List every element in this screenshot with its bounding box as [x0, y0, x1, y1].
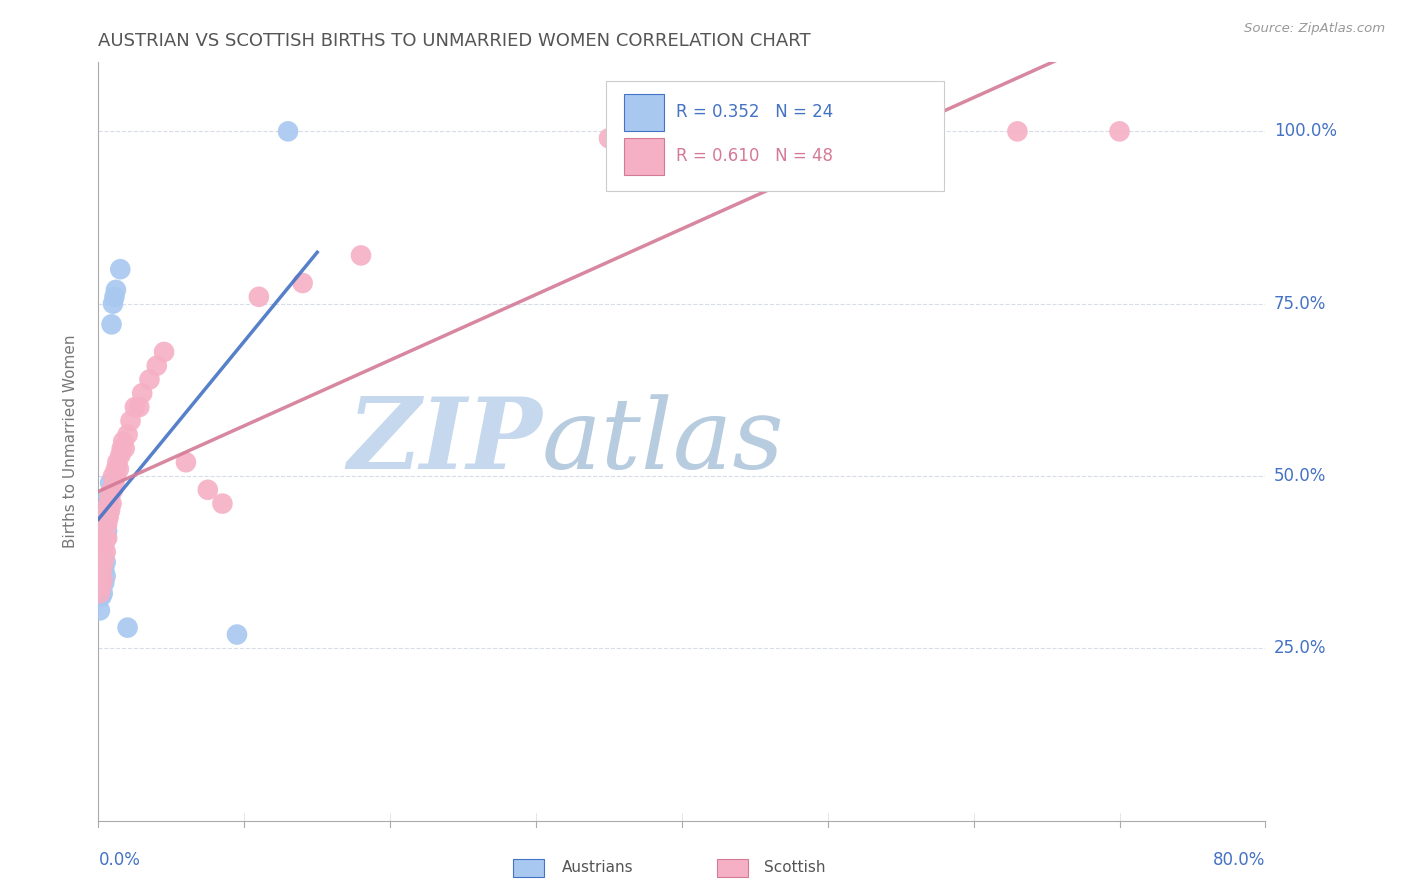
- Point: [128, 400, 150, 414]
- Point: [100, 483, 122, 497]
- FancyBboxPatch shape: [606, 81, 945, 191]
- Point: [90, 566, 112, 580]
- Y-axis label: Births to Unmarried Women: Births to Unmarried Women: [63, 334, 77, 549]
- Point: [124, 400, 146, 414]
- Point: [101, 296, 124, 310]
- Point: [91, 573, 114, 587]
- Point: [96, 531, 118, 545]
- Point: [90, 590, 112, 604]
- Point: [89, 603, 111, 617]
- Point: [1108, 124, 1130, 138]
- Point: [110, 448, 132, 462]
- Point: [94, 569, 117, 583]
- Point: [1007, 124, 1029, 138]
- Text: 80.0%: 80.0%: [1213, 851, 1265, 869]
- Point: [96, 517, 118, 532]
- FancyBboxPatch shape: [624, 95, 665, 130]
- Point: [91, 545, 114, 559]
- Point: [197, 483, 219, 497]
- Text: 50.0%: 50.0%: [1274, 467, 1326, 485]
- Point: [117, 621, 139, 635]
- Point: [94, 531, 117, 545]
- Point: [108, 462, 131, 476]
- Text: Scottish: Scottish: [763, 860, 825, 874]
- Point: [138, 372, 160, 386]
- Point: [96, 510, 118, 524]
- Point: [97, 510, 120, 524]
- Text: 75.0%: 75.0%: [1274, 294, 1326, 313]
- FancyBboxPatch shape: [624, 138, 665, 175]
- Point: [94, 517, 117, 532]
- Point: [89, 586, 111, 600]
- Text: 25.0%: 25.0%: [1274, 640, 1326, 657]
- Point: [97, 497, 120, 511]
- Point: [131, 386, 153, 401]
- Point: [90, 579, 112, 593]
- Point: [101, 483, 124, 497]
- Point: [104, 283, 127, 297]
- Point: [111, 442, 134, 456]
- Point: [105, 455, 128, 469]
- Point: [120, 414, 142, 428]
- Point: [350, 248, 373, 262]
- Point: [91, 586, 114, 600]
- Point: [117, 427, 139, 442]
- Point: [91, 573, 114, 587]
- Text: R = 0.610   N = 48: R = 0.610 N = 48: [676, 147, 834, 165]
- Point: [598, 131, 620, 145]
- Point: [101, 469, 124, 483]
- Point: [93, 562, 115, 576]
- Point: [103, 475, 125, 490]
- Point: [103, 290, 125, 304]
- Point: [100, 318, 122, 332]
- Point: [96, 503, 118, 517]
- Point: [291, 276, 314, 290]
- Point: [93, 538, 115, 552]
- Text: 0.0%: 0.0%: [98, 851, 141, 869]
- Point: [98, 503, 121, 517]
- Point: [91, 558, 114, 573]
- Point: [146, 359, 169, 373]
- Point: [174, 455, 197, 469]
- Point: [98, 475, 121, 490]
- Point: [112, 434, 135, 449]
- Point: [91, 558, 114, 573]
- Point: [90, 579, 112, 593]
- Point: [90, 566, 112, 580]
- Point: [211, 497, 233, 511]
- Point: [277, 124, 299, 138]
- Point: [114, 442, 136, 456]
- Point: [100, 497, 122, 511]
- Point: [104, 469, 127, 483]
- Point: [110, 262, 132, 277]
- Point: [97, 490, 120, 504]
- Point: [93, 575, 115, 590]
- Text: R = 0.352   N = 24: R = 0.352 N = 24: [676, 103, 834, 121]
- Text: AUSTRIAN VS SCOTTISH BIRTHS TO UNMARRIED WOMEN CORRELATION CHART: AUSTRIAN VS SCOTTISH BIRTHS TO UNMARRIED…: [98, 32, 811, 50]
- Point: [96, 524, 118, 538]
- Point: [247, 290, 270, 304]
- Point: [98, 490, 121, 504]
- Point: [104, 462, 127, 476]
- Point: [94, 555, 117, 569]
- Text: atlas: atlas: [541, 394, 785, 489]
- Text: 100.0%: 100.0%: [1274, 122, 1337, 140]
- Point: [94, 545, 117, 559]
- Text: Austrians: Austrians: [562, 860, 633, 874]
- Text: Source: ZipAtlas.com: Source: ZipAtlas.com: [1244, 22, 1385, 36]
- Point: [153, 345, 176, 359]
- Point: [226, 627, 249, 641]
- Text: ZIP: ZIP: [347, 393, 541, 490]
- Point: [97, 497, 120, 511]
- Point: [93, 551, 115, 566]
